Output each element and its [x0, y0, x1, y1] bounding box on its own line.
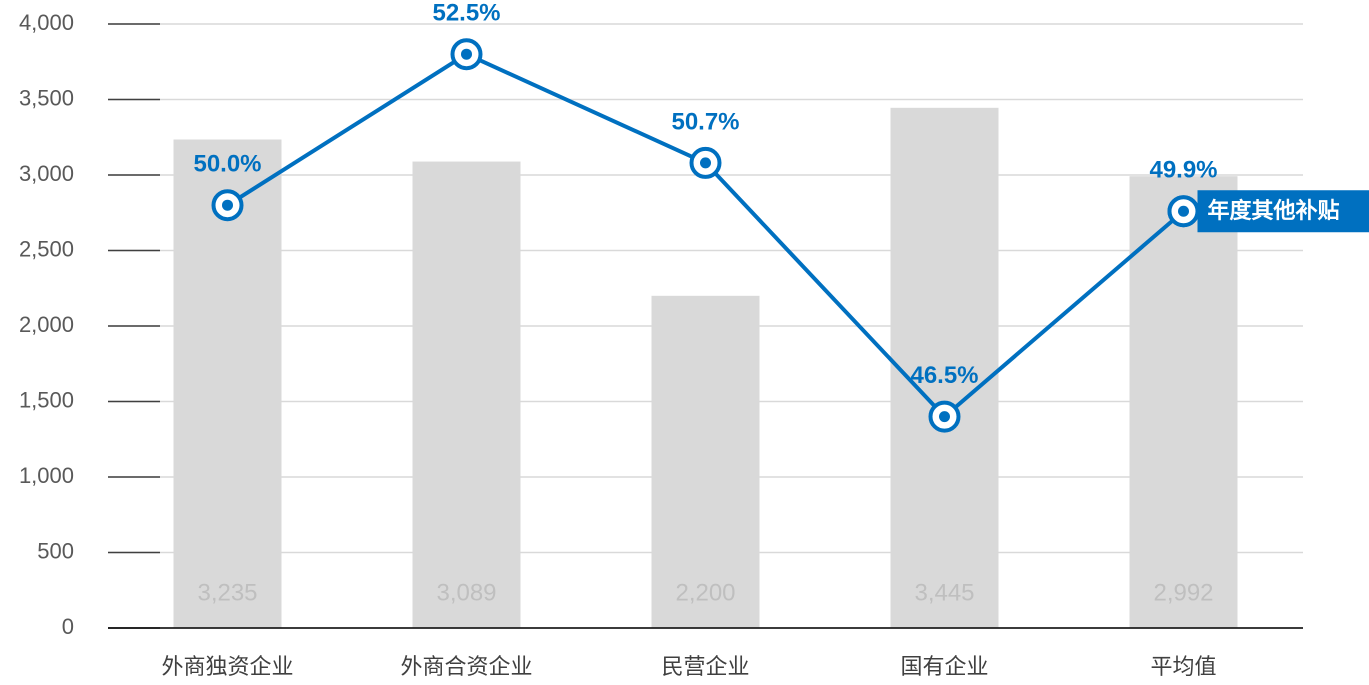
line-marker-dot — [222, 199, 233, 211]
x-tick-label: 民营企业 — [661, 654, 749, 679]
bar-value-label: 3,089 — [436, 579, 496, 606]
y-tick-label: 1,000 — [19, 463, 74, 488]
x-tick-label: 外商合资企业 — [400, 654, 532, 679]
bar — [890, 107, 999, 629]
line-value-label: 46.5% — [910, 362, 978, 389]
line-value-label: 49.9% — [1149, 157, 1217, 184]
bar-value-label: 2,200 — [675, 579, 735, 606]
line-marker-dot — [939, 411, 950, 423]
y-tick-label: 3,000 — [19, 161, 74, 186]
line-value-label: 50.7% — [671, 108, 739, 135]
y-tick-label: 3,500 — [19, 85, 74, 110]
x-tick-label: 平均值 — [1150, 654, 1216, 679]
line-value-label: 52.5% — [432, 0, 500, 27]
y-tick-label: 0 — [62, 614, 74, 639]
legend-box — [1197, 190, 1369, 233]
line-marker-dot — [700, 157, 711, 169]
x-tick-label: 外商独资企业 — [161, 654, 293, 679]
y-tick-label: 500 — [37, 538, 74, 563]
y-tick-label: 1,500 — [19, 387, 74, 412]
bar-value-label: 2,992 — [1153, 579, 1213, 606]
legend-label: 年度其他补贴 — [1208, 198, 1340, 223]
bar-value-label: 3,235 — [197, 579, 257, 606]
bar-value-label: 3,445 — [914, 579, 974, 606]
y-tick-label: 2,000 — [19, 312, 74, 337]
line-marker-dot — [461, 48, 472, 60]
y-tick-label: 2,500 — [19, 236, 74, 261]
line-marker-dot — [1178, 205, 1189, 217]
bar — [651, 295, 760, 628]
x-tick-label: 国有企业 — [900, 654, 988, 679]
bar — [1129, 176, 1238, 628]
y-tick-label: 4,000 — [19, 10, 74, 35]
bar — [412, 161, 521, 628]
line-value-label: 50.0% — [193, 151, 261, 178]
